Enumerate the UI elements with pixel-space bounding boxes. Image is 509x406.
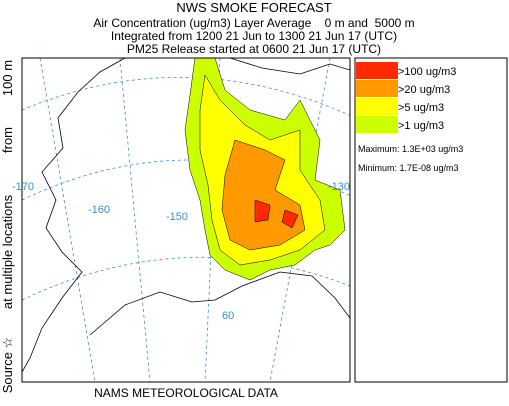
legend-label: >5 ug/m3 [398,102,444,114]
legend-label: >20 ug/m3 [398,84,450,96]
legend: Maximum: 1.3E+03 ug/m3 Minimum: 1.7E-08 … [354,57,508,383]
map-label: -130 [328,181,350,193]
side-label-part: Source ☆ [0,337,15,393]
map: -170 -160 -150 -130 60 [12,57,351,383]
legend-maximum: Maximum: 1.3E+03 ug/m3 [358,144,463,154]
legend-swatch [356,62,398,79]
legend-frame [354,57,508,383]
subtitle: Air Concentration (ug/m3) Layer Average … [93,16,414,30]
plume [184,58,346,281]
subtitle: PM25 Release started at 0600 21 Jun 17 (… [127,42,381,56]
side-label-part: at multiple locations [0,194,15,309]
legend-label: >100 ug/m3 [398,66,456,78]
map-label: -160 [88,204,110,216]
coastline [22,58,350,373]
subtitle: Integrated from 1200 21 Jun to 1300 21 J… [111,29,397,43]
legend-swatch [356,80,398,97]
legend-label: >1 ug/m3 [398,120,444,132]
title: NWS SMOKE FORECAST [176,0,331,15]
legend-swatch [356,116,398,133]
map-frame [21,57,351,383]
map-label: -150 [166,211,188,223]
side-label-part: from [0,127,15,153]
side-label-part: 100 m [0,60,15,96]
footer: NAMS METEOROLOGICAL DATA [94,386,278,400]
map-label: -170 [12,181,34,193]
legend-swatch [356,98,398,115]
map-label: 60 [222,310,234,322]
side-label: Source ☆ at multiple locations from 100 … [0,60,15,393]
legend-minimum: Minimum: 1.7E-08 ug/m3 [358,163,459,173]
